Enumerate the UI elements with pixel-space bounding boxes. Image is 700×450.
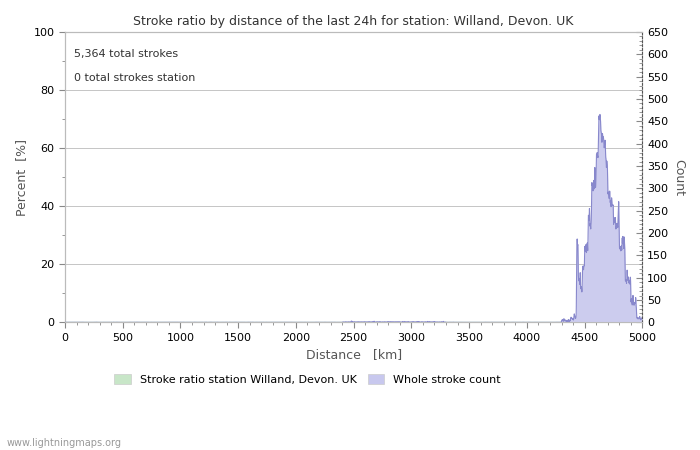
X-axis label: Distance   [km]: Distance [km] bbox=[306, 348, 402, 361]
Y-axis label: Percent  [%]: Percent [%] bbox=[15, 139, 28, 216]
Text: 5,364 total strokes: 5,364 total strokes bbox=[74, 50, 178, 59]
Text: 0 total strokes station: 0 total strokes station bbox=[74, 72, 195, 83]
Title: Stroke ratio by distance of the last 24h for station: Willand, Devon. UK: Stroke ratio by distance of the last 24h… bbox=[134, 15, 574, 28]
Legend: Stroke ratio station Willand, Devon. UK, Whole stroke count: Stroke ratio station Willand, Devon. UK,… bbox=[110, 370, 505, 390]
Y-axis label: Count: Count bbox=[672, 159, 685, 196]
Text: www.lightningmaps.org: www.lightningmaps.org bbox=[7, 438, 122, 448]
